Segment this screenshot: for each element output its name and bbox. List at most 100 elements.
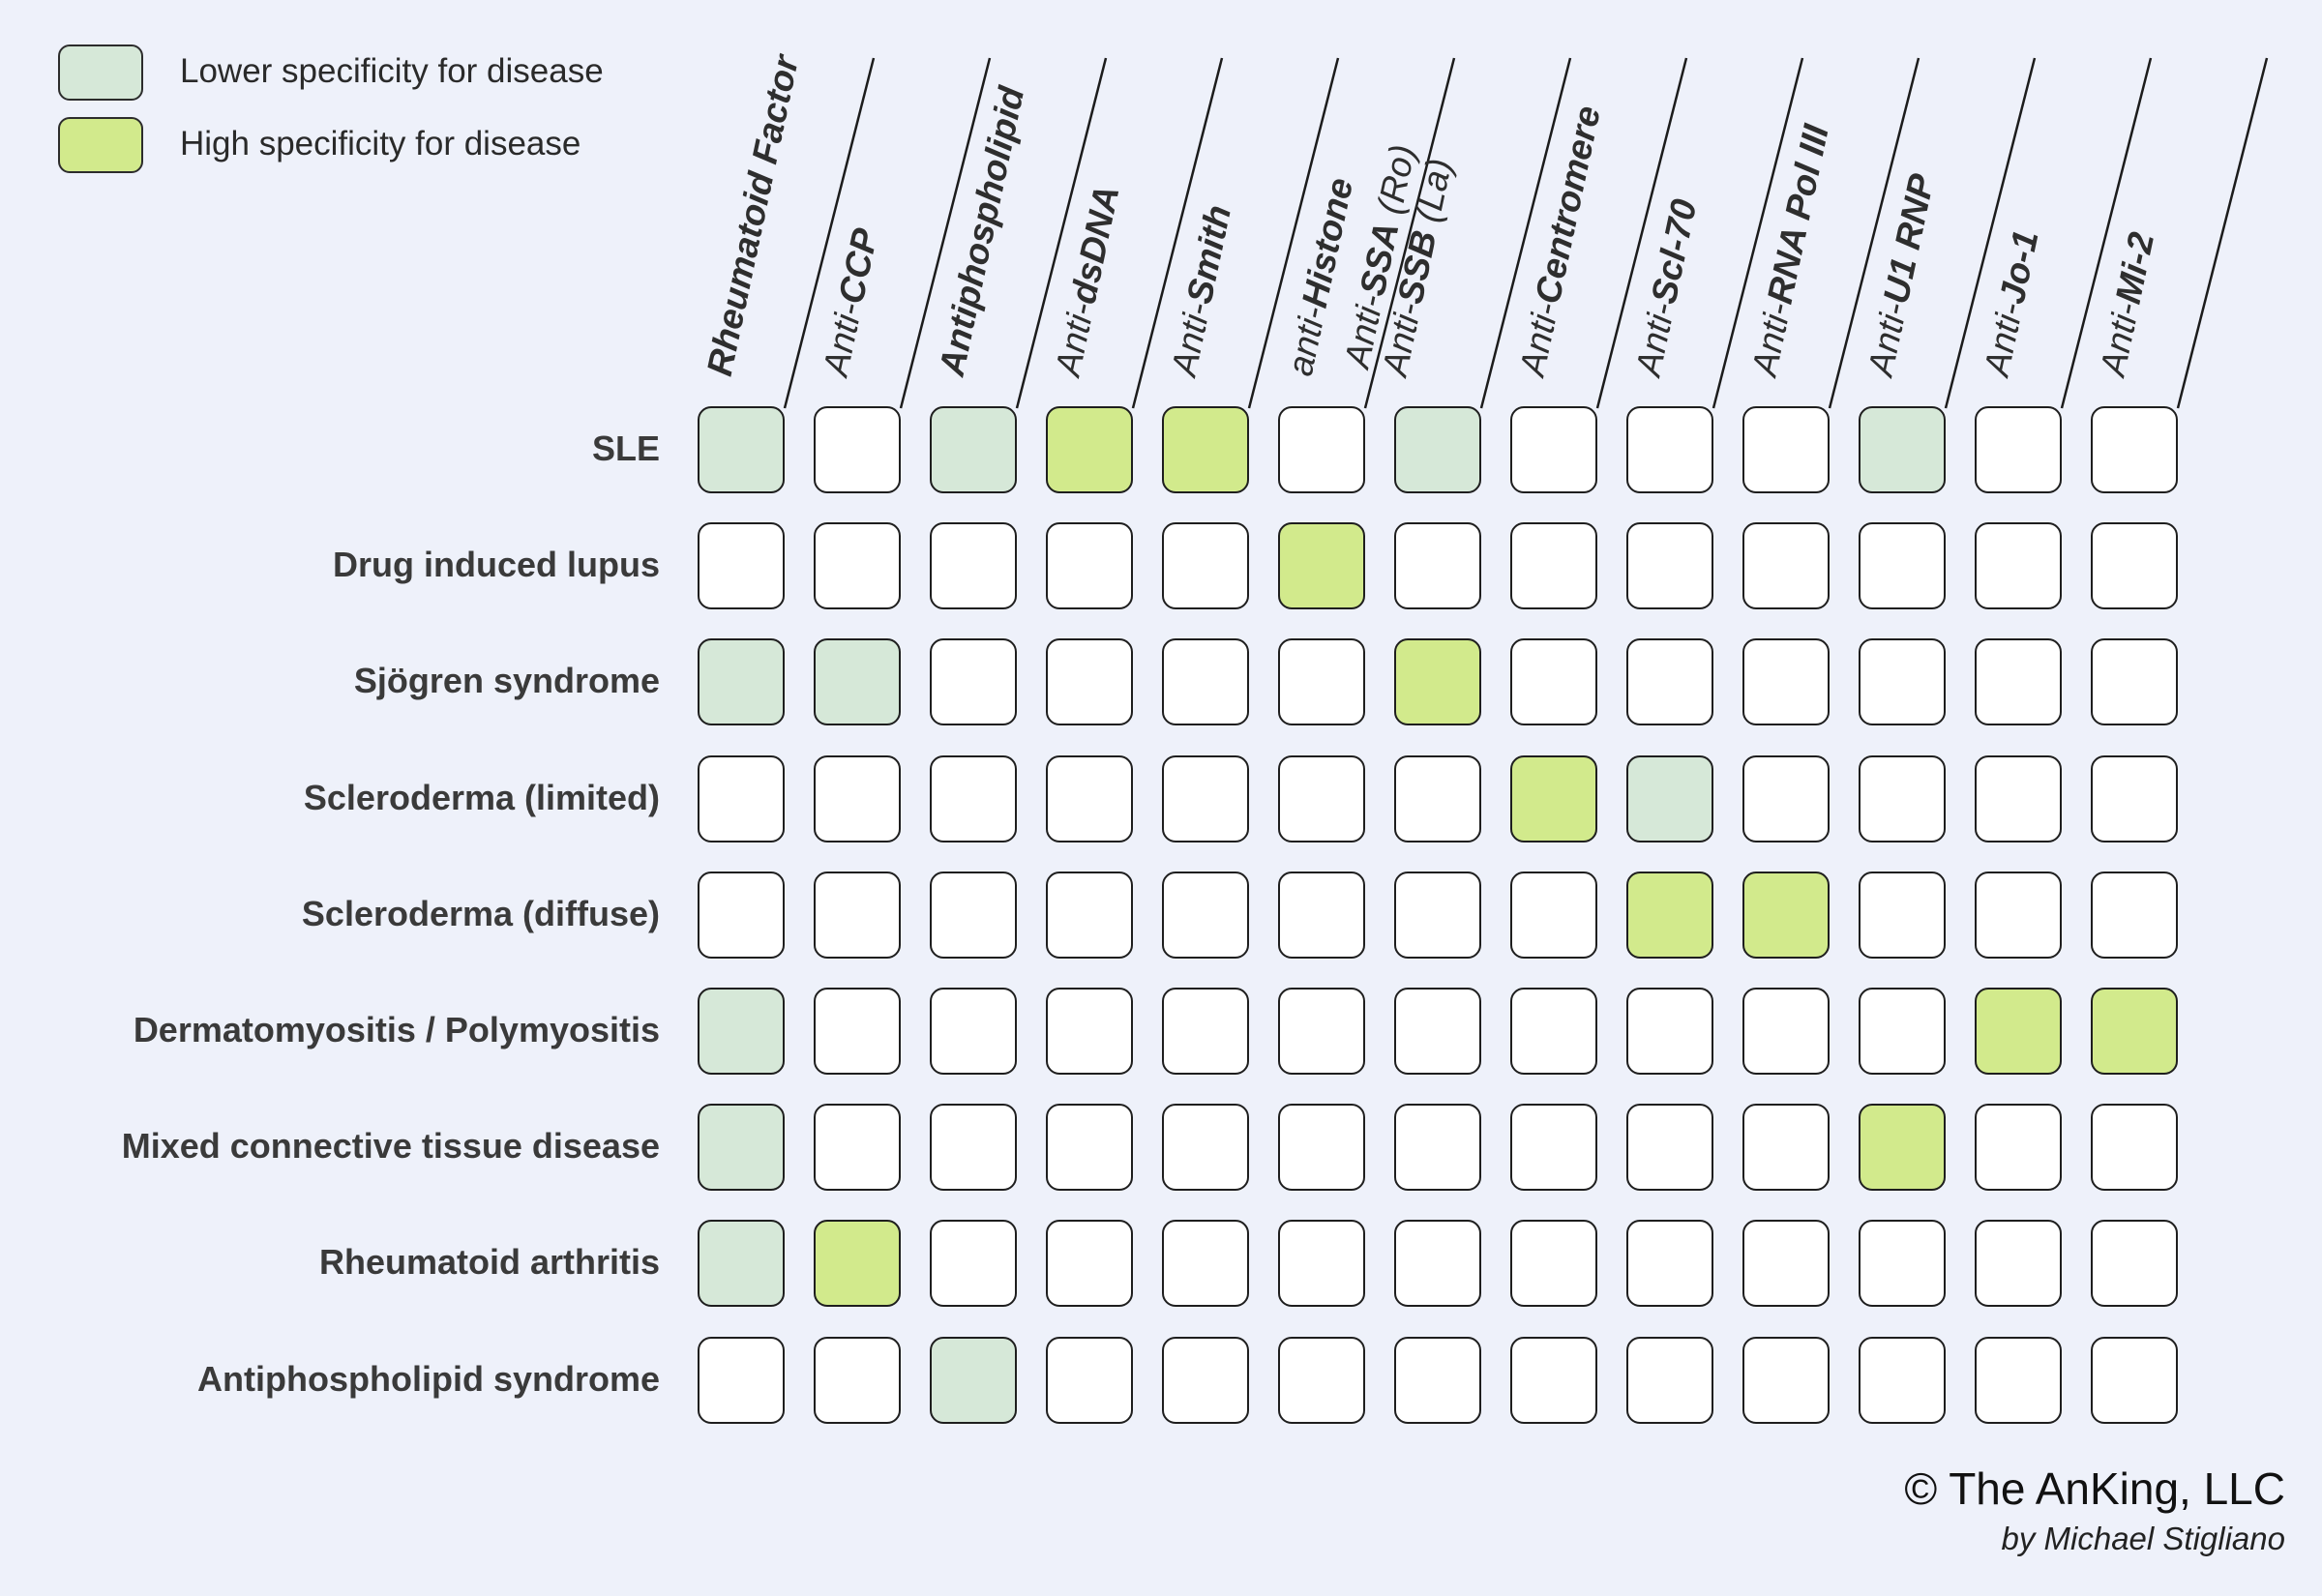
grid-cell-none [1859, 522, 1946, 610]
grid-cell-none [930, 1104, 1017, 1192]
grid-cell-none [1046, 1104, 1133, 1192]
grid-cell-none [930, 638, 1017, 726]
column-divider-line [1015, 57, 1108, 409]
grid-cell-none [1975, 871, 2062, 959]
grid-cell-none [1394, 871, 1481, 959]
grid-cell-none [814, 754, 901, 842]
grid-cell-none [1742, 522, 1830, 610]
grid-cell-none [1510, 406, 1597, 493]
grid-cell-none [1046, 871, 1133, 959]
column-divider-line [1828, 57, 1920, 409]
row-label: Rheumatoid arthritis [318, 1242, 660, 1283]
row-label: Scleroderma (diffuse) [301, 893, 660, 933]
grid-cell-none [2091, 1220, 2178, 1308]
grid-cell-high [1975, 988, 2062, 1075]
grid-cell-high [814, 1220, 901, 1308]
grid-cell-none [1859, 871, 1946, 959]
grid-cell-high [1859, 1104, 1946, 1192]
grid-cell-none [1626, 1104, 1713, 1192]
copyright-text: © The AnKing, LLC [1904, 1463, 2285, 1514]
grid-cell-none [1394, 754, 1481, 842]
grid-cell-none [1162, 754, 1249, 842]
legend-label-high: High specificity for disease [180, 125, 581, 163]
grid-cell-none [814, 522, 901, 610]
grid-cell-high [1626, 871, 1713, 959]
grid-cell-lower [698, 988, 785, 1075]
grid-cell-none [814, 988, 901, 1075]
grid-cell-none [1046, 988, 1133, 1075]
grid-cell-none [1742, 988, 1830, 1075]
grid-cell-none [1859, 638, 1946, 726]
grid-cell-none [1742, 638, 1830, 726]
grid-cell-none [1510, 1336, 1597, 1424]
column-divider-line [1363, 57, 1456, 409]
grid-cell-none [2091, 638, 2178, 726]
grid-cell-none [930, 871, 1017, 959]
grid-cell-none [1162, 638, 1249, 726]
grid-cell-none [1975, 754, 2062, 842]
grid-cell-none [1162, 522, 1249, 610]
grid-cell-lower [698, 1220, 785, 1308]
grid-cell-none [1278, 988, 1365, 1075]
grid-cell-none [1278, 754, 1365, 842]
grid-cell-high [1510, 754, 1597, 842]
grid-cell-none [1046, 638, 1133, 726]
grid-cell-high [1278, 522, 1365, 610]
column-divider-line [2176, 57, 2269, 409]
grid-cell-lower [930, 1336, 1017, 1424]
grid-cell-none [2091, 1104, 2178, 1192]
grid-cell-none [814, 406, 901, 493]
grid-cell-none [2091, 406, 2178, 493]
grid-cell-none [814, 1336, 901, 1424]
grid-cell-none [814, 1104, 901, 1192]
column-divider-line [1479, 57, 1572, 409]
grid-cell-none [1046, 1336, 1133, 1424]
grid-cell-none [698, 1336, 785, 1424]
grid-cell-none [1394, 1336, 1481, 1424]
grid-cell-none [1162, 988, 1249, 1075]
grid-cell-none [1278, 638, 1365, 726]
grid-cell-none [1510, 1104, 1597, 1192]
grid-cell-none [698, 754, 785, 842]
row-label: Drug induced lupus [333, 545, 660, 585]
grid-cell-none [1742, 1104, 1830, 1192]
grid-cell-none [930, 988, 1017, 1075]
grid-cell-lower [1859, 406, 1946, 493]
grid-cell-none [1975, 406, 2062, 493]
grid-cell-none [1742, 406, 1830, 493]
grid-cell-none [1046, 754, 1133, 842]
grid-cell-none [1626, 638, 1713, 726]
row-label: Scleroderma (limited) [303, 777, 660, 817]
grid-cell-none [930, 522, 1017, 610]
grid-cell-none [698, 871, 785, 959]
column-divider-line [2060, 57, 2153, 409]
grid-cell-none [1394, 1220, 1481, 1308]
grid-cell-none [698, 522, 785, 610]
grid-cell-high [1162, 406, 1249, 493]
grid-cell-none [1975, 1220, 2062, 1308]
grid-cell-none [2091, 754, 2178, 842]
grid-cell-none [1975, 522, 2062, 610]
grid-cell-none [2091, 871, 2178, 959]
grid-cell-none [814, 871, 901, 959]
grid-cell-none [1162, 1104, 1249, 1192]
grid-cell-high [2091, 988, 2178, 1075]
grid-cell-lower [814, 638, 901, 726]
column-divider-line [1712, 57, 1804, 409]
row-label: Dermatomyositis / Polymyositis [133, 1010, 660, 1049]
grid-cell-none [1859, 1336, 1946, 1424]
grid-cell-none [1975, 1336, 2062, 1424]
grid-cell-none [1626, 522, 1713, 610]
grid-cell-none [1162, 871, 1249, 959]
grid-cell-none [1626, 406, 1713, 493]
grid-cell-none [1975, 638, 2062, 726]
grid-cell-none [1394, 1104, 1481, 1192]
grid-cell-none [1278, 1104, 1365, 1192]
row-label: SLE [591, 429, 660, 468]
grid-cell-lower [698, 638, 785, 726]
grid-cell-none [1859, 1220, 1946, 1308]
grid-cell-none [1742, 754, 1830, 842]
grid-cell-none [1859, 754, 1946, 842]
grid-cell-none [1626, 988, 1713, 1075]
column-divider-line [1131, 57, 1224, 409]
